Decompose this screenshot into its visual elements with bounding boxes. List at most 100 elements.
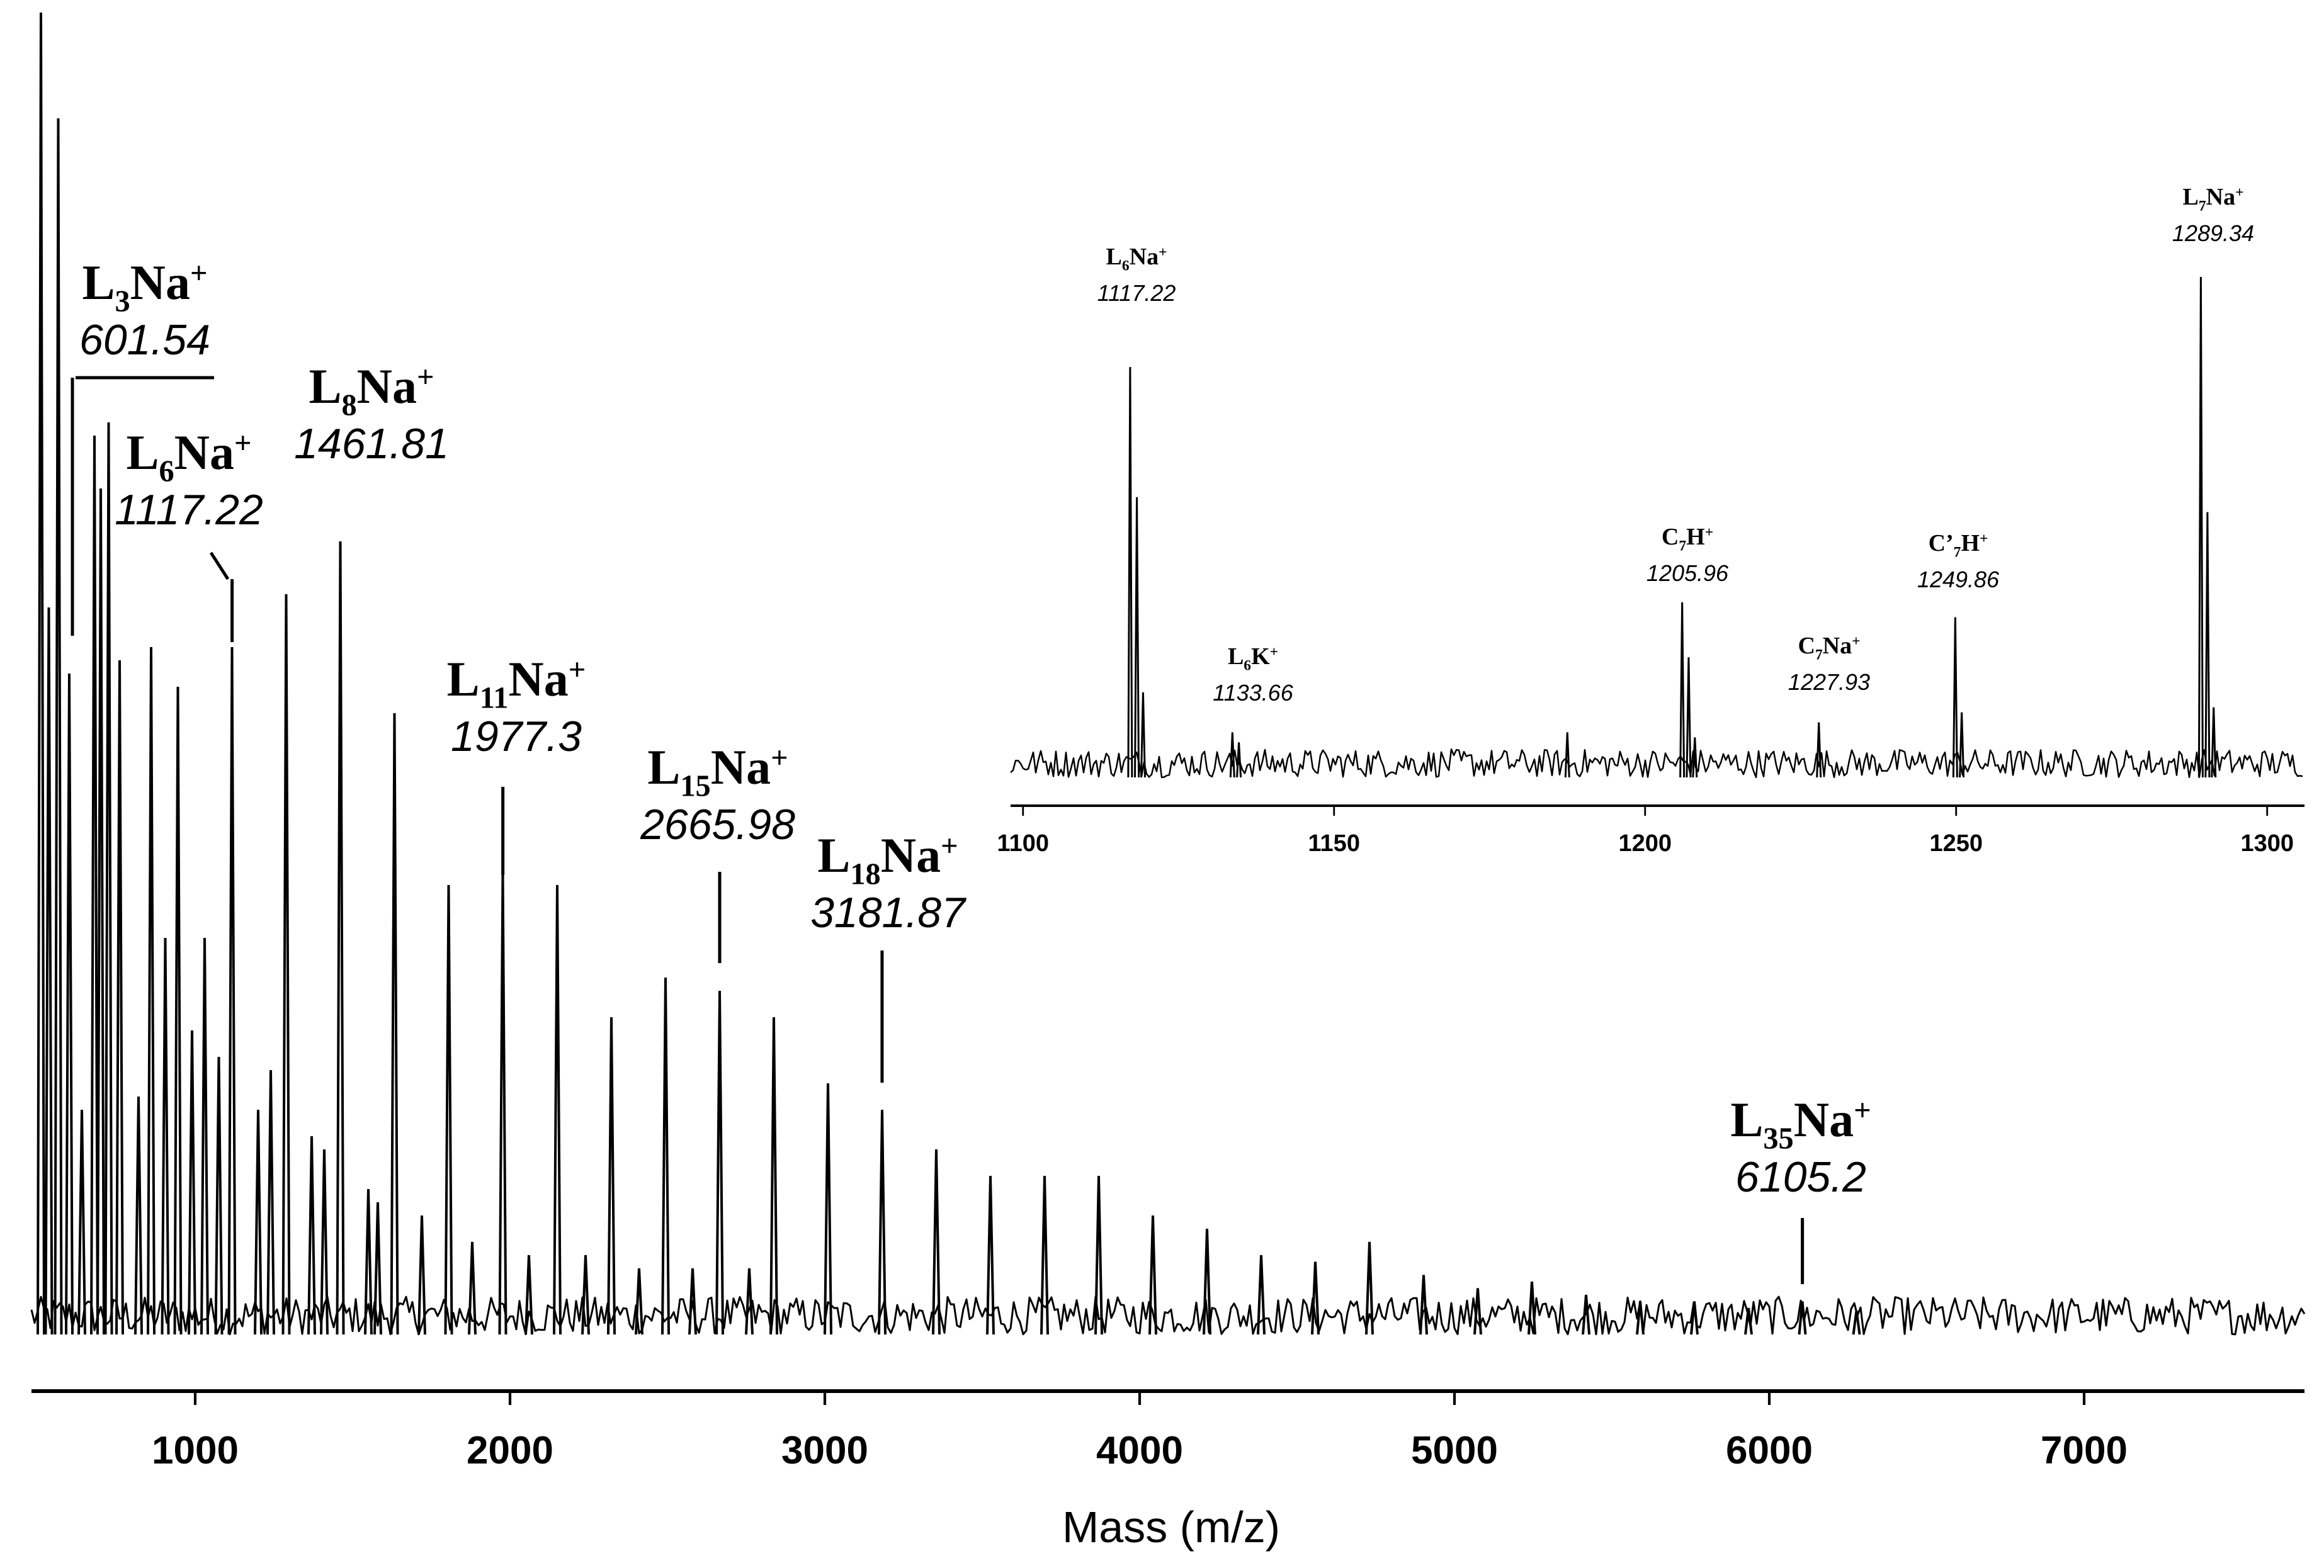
ion-symbol: L <box>447 651 480 706</box>
peak <box>134 1096 143 1335</box>
peak <box>1959 712 1965 778</box>
ion-charge: + <box>1705 524 1713 541</box>
ion-label: C’7H+ <box>1929 530 1988 561</box>
ion-adduct: Na <box>1794 1092 1854 1147</box>
ion-label: L35Na+ <box>1730 1092 1871 1156</box>
ion-label: L6Na+ <box>1106 244 1167 274</box>
peak <box>581 1255 590 1335</box>
peak <box>1798 1301 1807 1335</box>
peak <box>932 1149 941 1335</box>
peak <box>2197 276 2204 778</box>
mass-label: 1117.22 <box>115 486 263 534</box>
peak <box>1582 1294 1590 1335</box>
peak <box>635 1268 643 1335</box>
x-tick-label: 3000 <box>781 1429 868 1472</box>
ion-charge: + <box>1270 644 1278 660</box>
ion-symbol: L <box>817 828 850 883</box>
ion-subscript: 7 <box>1954 544 1961 561</box>
peak <box>2211 707 2217 778</box>
peak <box>524 1255 533 1335</box>
x-tick-label: 6000 <box>1726 1429 1813 1472</box>
peak <box>173 686 183 1335</box>
peak <box>1203 1228 1211 1335</box>
peak <box>1473 1288 1482 1335</box>
peak <box>769 1017 778 1335</box>
ion-symbol: L <box>1730 1092 1763 1147</box>
ion-charge: + <box>941 830 958 863</box>
ion-label: L6Na+ <box>126 425 251 488</box>
ion-subscript: 3 <box>115 285 130 319</box>
peak <box>878 1109 887 1335</box>
peak <box>688 1268 697 1335</box>
mass-label: 6105.2 <box>1735 1153 1866 1201</box>
ion-subscript: 6 <box>1244 658 1251 674</box>
peak <box>2204 512 2211 778</box>
baseline-noise-trace <box>30 1295 2306 1336</box>
peak <box>336 541 345 1335</box>
ion-label: L18Na+ <box>817 828 958 891</box>
peak <box>390 713 399 1335</box>
peak <box>1040 1175 1049 1335</box>
peak <box>417 1215 426 1335</box>
mass-label: 1461.81 <box>294 420 449 468</box>
peak <box>824 1083 832 1335</box>
peak <box>1257 1255 1266 1335</box>
peak <box>188 1030 196 1335</box>
peak <box>147 646 156 1335</box>
x-tick-label: 1150 <box>1308 830 1360 857</box>
peak <box>986 1175 995 1335</box>
ion-subscript: 18 <box>850 858 880 891</box>
mass-label: 1117.22 <box>1097 280 1176 306</box>
ion-label: L7Na+ <box>2182 184 2243 215</box>
peak <box>104 422 113 1335</box>
ion-subscript: 15 <box>680 770 710 803</box>
peak <box>90 435 99 1335</box>
peak <box>444 884 453 1335</box>
mass-label: 2665.98 <box>640 801 795 849</box>
peak <box>1744 1307 1753 1335</box>
peak <box>281 594 291 1335</box>
ion-label: L6K+ <box>1228 643 1278 674</box>
peak <box>1365 1241 1374 1335</box>
peak <box>161 937 170 1335</box>
ion-adduct: Na <box>508 651 568 706</box>
ion-charge: + <box>1159 244 1167 261</box>
ion-adduct: Na <box>1823 633 1852 659</box>
peak <box>307 1136 316 1335</box>
ion-adduct: Na <box>711 740 771 794</box>
peak <box>1311 1261 1320 1335</box>
ion-symbol: C’ <box>1929 530 1954 556</box>
peak <box>1690 1301 1699 1335</box>
ion-symbol: L <box>647 740 680 794</box>
peak <box>1134 497 1140 778</box>
ion-charge: + <box>569 653 586 687</box>
peak <box>745 1268 754 1335</box>
ion-adduct: Na <box>130 255 190 310</box>
mass-label: 601.54 <box>79 316 210 364</box>
ion-adduct: Na <box>174 425 234 480</box>
peak <box>254 1109 263 1335</box>
ion-symbol: C <box>1662 524 1679 550</box>
x-tick-label: 1300 <box>2240 830 2294 857</box>
ion-adduct: H <box>1961 530 1980 556</box>
mass-label: 1205.96 <box>1647 560 1729 586</box>
ion-adduct: Na <box>1130 244 1159 270</box>
peak <box>1094 1175 1103 1335</box>
ion-subscript: 7 <box>1679 538 1686 555</box>
ion-symbol: L <box>1106 244 1121 270</box>
ion-symbol: L <box>1228 643 1244 670</box>
peak <box>373 1202 382 1335</box>
peak <box>1952 617 1958 778</box>
peak <box>661 977 670 1335</box>
peak <box>1692 737 1698 778</box>
peak <box>320 1149 329 1335</box>
peak <box>54 118 63 1335</box>
ion-adduct: Na <box>881 828 941 883</box>
peak <box>37 12 45 1335</box>
ion-adduct: H <box>1686 524 1705 550</box>
mass-label: 1977.3 <box>451 713 582 760</box>
ion-charge: + <box>190 257 208 290</box>
peak <box>1564 732 1570 778</box>
peak <box>266 1069 275 1335</box>
